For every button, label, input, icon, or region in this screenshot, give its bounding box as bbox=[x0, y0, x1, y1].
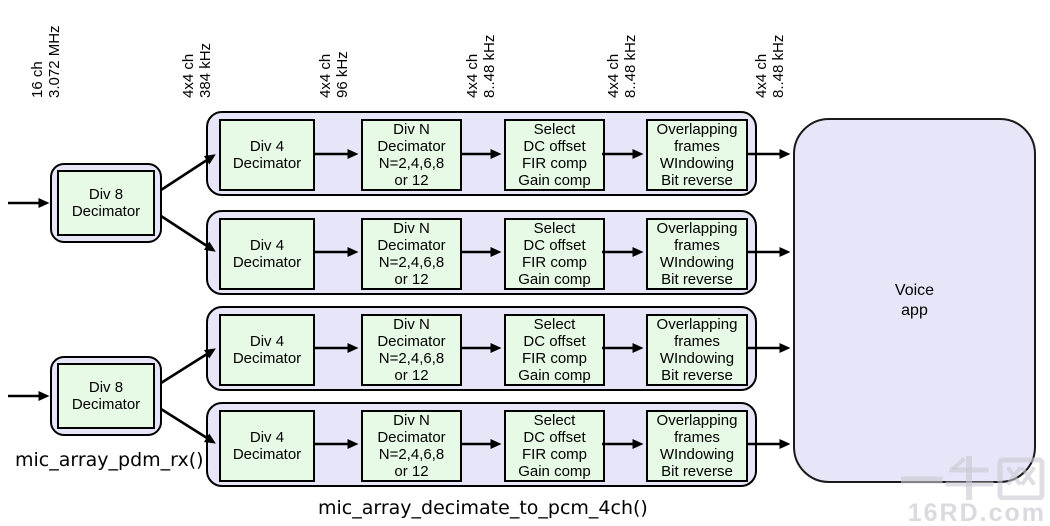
div4-decimator-box: Div 4 Decimator bbox=[219, 410, 315, 482]
post-processing-box: Select DC offset FIR comp Gain comp bbox=[504, 314, 605, 386]
div4-decimator-box: Div 4 Decimator bbox=[219, 218, 315, 290]
framing-box: Overlapping frames WIndowing Bit reverse bbox=[646, 218, 748, 290]
pdm-rx-function-label: mic_array_pdm_rx() bbox=[15, 449, 204, 471]
fanout-arrow bbox=[160, 348, 216, 385]
framing-label: Overlapping frames WIndowing Bit reverse bbox=[656, 220, 738, 288]
div8-decimator-bottom: Div 8 Decimator bbox=[50, 356, 162, 436]
voice-app-label: Voice app bbox=[894, 281, 935, 319]
divn-decimator-label: Div N Decimator N=2,4,6,8 or 12 bbox=[377, 412, 446, 480]
divn-decimator-box: Div N Decimator N=2,4,6,8 or 12 bbox=[361, 410, 462, 482]
rate-label-96khz: 4x4 ch 96 kHz bbox=[317, 51, 351, 98]
fanout-arrow bbox=[160, 154, 216, 192]
div4-decimator-box: Div 4 Decimator bbox=[219, 119, 315, 191]
post-processing-box: Select DC offset FIR comp Gain comp bbox=[504, 410, 605, 482]
div8-decimator-bottom-label: Div 8 Decimator bbox=[71, 379, 141, 413]
div8-decimator-top: Div 8 Decimator bbox=[50, 163, 162, 243]
div4-decimator-label: Div 4 Decimator bbox=[232, 138, 302, 172]
framing-label: Overlapping frames WIndowing Bit reverse bbox=[656, 316, 738, 384]
rate-label-8-48khz-2: 4x4 ch 8..48 kHz bbox=[605, 34, 639, 98]
decimator-chain-row-3: Div 4 Decimator Div N Decimator N=2,4,6,… bbox=[206, 306, 757, 391]
decimator-chain-row-2: Div 4 Decimator Div N Decimator N=2,4,6,… bbox=[206, 210, 757, 295]
divn-decimator-box: Div N Decimator N=2,4,6,8 or 12 bbox=[361, 314, 462, 386]
voice-app-box: Voice app bbox=[793, 118, 1036, 483]
fanout-arrow bbox=[160, 407, 216, 444]
divn-decimator-box: Div N Decimator N=2,4,6,8 or 12 bbox=[361, 218, 462, 290]
div8-decimator-top-core: Div 8 Decimator bbox=[57, 170, 155, 236]
divn-decimator-label: Div N Decimator N=2,4,6,8 or 12 bbox=[377, 220, 446, 288]
decimator-chain-row-1: Div 4 Decimator Div N Decimator N=2,4,6,… bbox=[206, 111, 757, 196]
div8-decimator-bottom-core: Div 8 Decimator bbox=[57, 363, 155, 429]
post-processing-label: Select DC offset FIR comp Gain comp bbox=[518, 220, 591, 288]
decimate-function-label: mic_array_decimate_to_pcm_4ch() bbox=[318, 497, 648, 519]
fanout-arrow bbox=[160, 214, 216, 252]
rate-label-8-48khz-1: 4x4 ch 8..48 kHz bbox=[464, 34, 498, 98]
div4-decimator-label: Div 4 Decimator bbox=[232, 237, 302, 271]
div4-decimator-label: Div 4 Decimator bbox=[232, 333, 302, 367]
divn-decimator-label: Div N Decimator N=2,4,6,8 or 12 bbox=[377, 121, 446, 189]
post-processing-label: Select DC offset FIR comp Gain comp bbox=[518, 121, 591, 189]
rate-label-input: 16 ch 3.072 MHz bbox=[29, 25, 63, 98]
post-processing-label: Select DC offset FIR comp Gain comp bbox=[518, 316, 591, 384]
post-processing-box: Select DC offset FIR comp Gain comp bbox=[504, 119, 605, 191]
post-processing-label: Select DC offset FIR comp Gain comp bbox=[518, 412, 591, 480]
div8-decimator-top-label: Div 8 Decimator bbox=[71, 186, 141, 220]
divn-decimator-label: Div N Decimator N=2,4,6,8 or 12 bbox=[377, 316, 446, 384]
div4-decimator-box: Div 4 Decimator bbox=[219, 314, 315, 386]
framing-box: Overlapping frames WIndowing Bit reverse bbox=[646, 119, 748, 191]
decimator-chain-row-4: Div 4 Decimator Div N Decimator N=2,4,6,… bbox=[206, 402, 757, 487]
framing-label: Overlapping frames WIndowing Bit reverse bbox=[656, 412, 738, 480]
framing-label: Overlapping frames WIndowing Bit reverse bbox=[656, 121, 738, 189]
watermark-site: 16RD.com bbox=[907, 499, 1046, 526]
rate-label-384khz: 4x4 ch 384 kHz bbox=[180, 42, 214, 98]
rate-label-8-48khz-3: 4x4 ch 8..48 kHz bbox=[753, 34, 787, 98]
post-processing-box: Select DC offset FIR comp Gain comp bbox=[504, 218, 605, 290]
div4-decimator-label: Div 4 Decimator bbox=[232, 429, 302, 463]
framing-box: Overlapping frames WIndowing Bit reverse bbox=[646, 410, 748, 482]
divn-decimator-box: Div N Decimator N=2,4,6,8 or 12 bbox=[361, 119, 462, 191]
framing-box: Overlapping frames WIndowing Bit reverse bbox=[646, 314, 748, 386]
